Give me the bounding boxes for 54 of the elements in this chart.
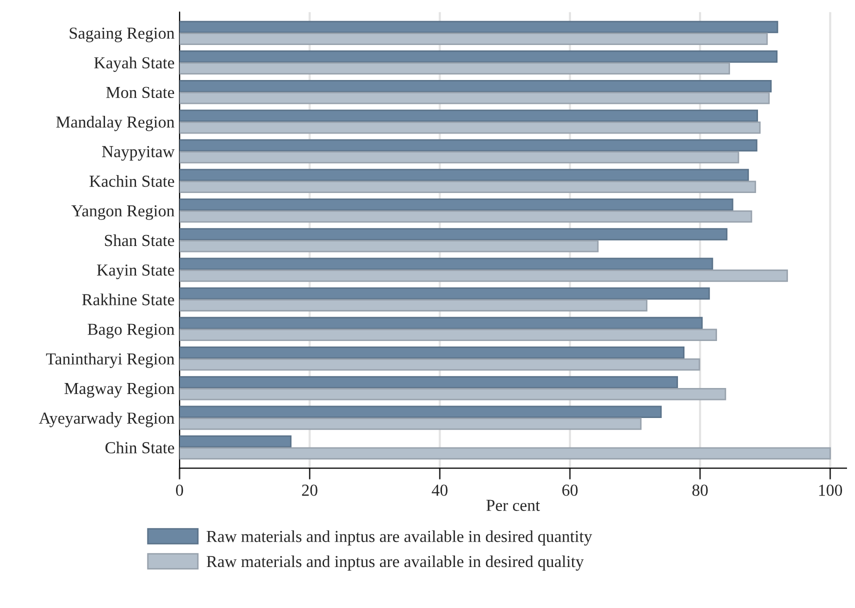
bar [180,180,756,194]
bar [180,151,740,164]
bar [180,358,700,371]
bar [180,32,768,45]
bar [180,287,710,300]
y-tick-label: Rakhine State [82,294,174,306]
y-tick-label: Kachin State [90,175,174,187]
bar [180,376,678,388]
y-tick-label: Bago Region [88,324,174,338]
legend-label: Raw materials and inptus are available in desired quality [206,555,584,571]
y-tick-label: Kayin State [96,264,174,280]
x-tick-label: 100 [819,484,842,496]
bar [180,240,599,252]
bar [180,62,730,75]
x-tick-label: 0 [176,484,184,496]
y-tick-label: Shan State [104,234,174,246]
bar [180,121,761,134]
x-tick-label: 80 [692,484,708,496]
bar [180,328,718,342]
x-tick-label: 60 [562,484,578,496]
bar [180,168,749,182]
bar [180,316,703,330]
bar [180,418,642,430]
y-tick-label: Mandalay Region [56,116,174,132]
bar [180,50,778,63]
x-axis-title: Per cent [486,500,540,511]
bar [180,299,648,312]
bar [180,406,662,418]
y-tick-label: Magway Region [64,382,174,398]
y-tick-label: Chin State [105,442,174,454]
legend-label: Raw materials and inptus are available in desired quantity [206,530,592,546]
y-tick-label: Mon State [106,86,174,98]
bar [180,388,726,400]
bar [180,258,714,270]
bar [180,80,772,92]
y-tick-label: Sagaing Region [70,28,174,42]
bar [180,92,770,104]
bar [180,447,831,460]
y-tick-label: Ayeyarwady Region [38,412,174,428]
bar [180,270,788,282]
x-tick-label: 40 [432,484,448,496]
bar [180,210,752,223]
bar [180,20,778,34]
y-tick-label: Naypyitaw [102,146,175,161]
bar [180,435,292,448]
bar [180,346,684,359]
x-tick-label: 20 [302,484,318,496]
bar [180,198,734,211]
y-tick-label: Tanintharyi Region [46,352,174,368]
y-tick-label: Yangon Region [71,205,174,220]
bar [180,228,728,240]
bar [180,139,758,152]
bar [180,110,758,122]
y-tick-label: Kayah State [94,56,174,72]
